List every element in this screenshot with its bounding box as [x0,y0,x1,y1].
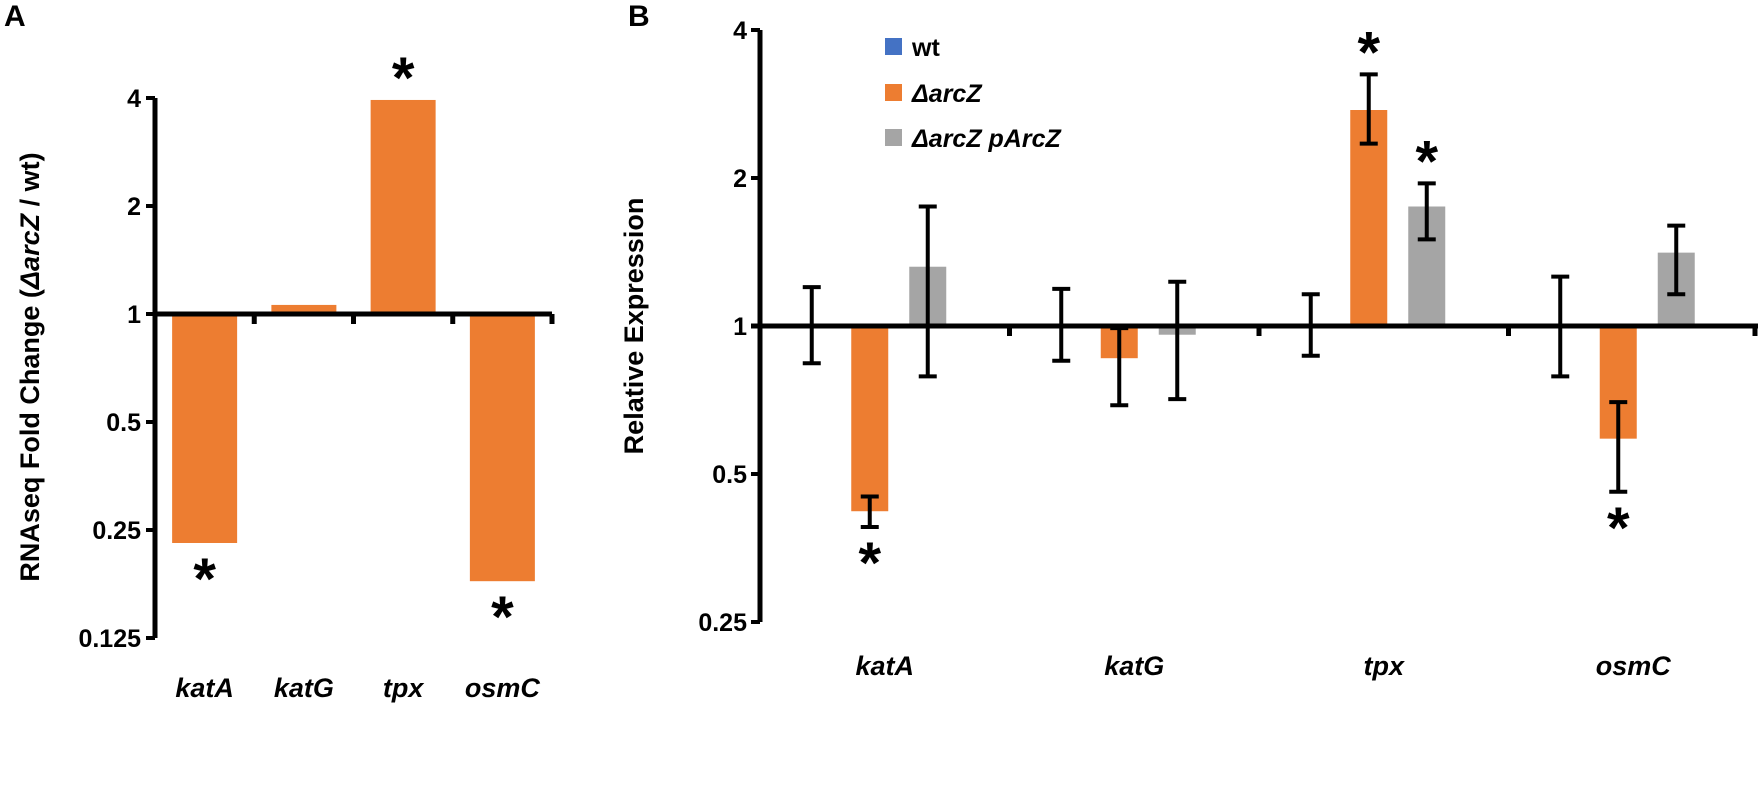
panel-b-y-axis-title: Relative Expression [619,198,649,455]
panel-a-y-tick-label: 1 [127,301,141,329]
panel-b-x-tick-label: katA [855,651,914,681]
panel-b-legend-label: ΔarcZ pArcZ [911,125,1062,153]
panel-b-x-tick-label: katG [1104,651,1164,681]
panel-a-y-tick-label: 0.25 [92,517,141,545]
panel-a-y-axis-title-part-1: RNAseq Fold Change ( [15,289,45,582]
panel-a-bar-katG [271,304,337,314]
panel-b-significance-marker: * [858,531,881,596]
panel-a-x-tick-label: tpx [383,673,424,703]
panel-a-x-tick-label: katG [274,673,334,703]
panel-a-y-tick-label: 0.5 [106,409,141,437]
panel-b-legend-label: ΔarcZ [911,80,983,108]
panel-b-legend-label: wt [911,34,940,62]
panel-a-significance-marker: * [392,46,415,111]
panel-a-bar-katA [172,314,238,543]
panel-b-y-tick-label: 1 [733,313,747,341]
panel-a-x-tick-label: osmC [465,673,541,703]
panel-a-y-tick-label: 2 [127,193,141,221]
panel-a-bar-tpx [370,99,436,314]
panel-a-bar-osmC [469,314,535,582]
panel-b-y-tick-label: 0.5 [712,461,747,489]
panel-a-y-axis-title: RNAseq Fold Change (ΔarcZ / wt) [15,152,45,581]
panel-a-significance-marker: * [193,547,216,612]
panel-a-x-tick-label: katA [175,673,234,703]
panel-a-significance-marker: * [491,585,514,650]
panel-a-y-axis-title-part-2: ΔarcZ [15,212,45,290]
panel-b-x-tick-label: osmC [1596,651,1672,681]
panel-b-chart: B Relative Expression 0.25 0.5 1 2 4 katA * kat… [619,0,1758,681]
panel-b-significance-marker: * [1607,496,1630,561]
panel-b-significance-marker: * [1415,129,1438,194]
panel-b-bar-tpx-2 [1350,110,1388,326]
panel-a-y-axis-title-part-3: / wt) [15,152,45,214]
panel-b-legend-swatch [885,129,902,146]
panel-b-legend-swatch [885,84,902,101]
panel-a-letter: A [4,0,26,33]
panel-a-y-tick-label: 0.125 [78,625,141,653]
panel-b-y-tick-label: 4 [733,17,747,45]
panel-b-x-tick-label: tpx [1364,651,1405,681]
panel-a-chart: A RNAseq Fold Change (ΔarcZ / wt) 0.125 0… [4,0,555,703]
panel-b-significance-marker: * [1357,20,1380,85]
panel-b-y-tick-label: 2 [733,165,747,193]
panel-b-letter: B [628,0,650,33]
panel-a-y-tick-label: 4 [127,85,141,113]
panel-b-bar-katA-2 [851,326,889,512]
panel-b-legend-swatch [885,38,902,55]
panel-b-y-tick-label: 0.25 [698,609,747,637]
